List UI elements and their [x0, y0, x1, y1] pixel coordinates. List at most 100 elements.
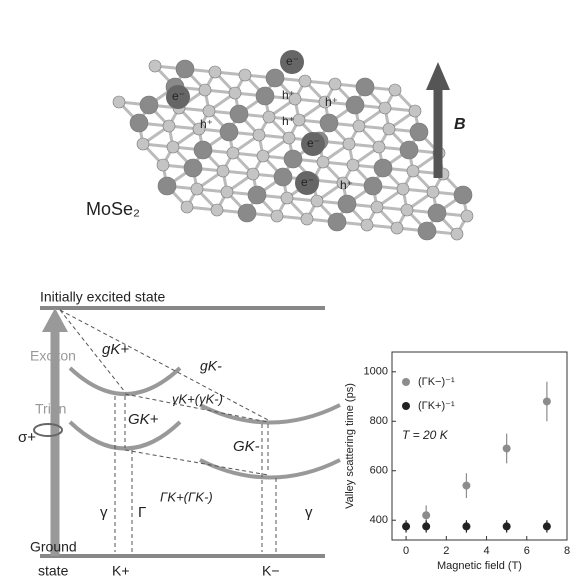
atom [360, 218, 374, 232]
atom [208, 65, 222, 79]
carrier-label: h⁺ [282, 88, 295, 102]
atom [183, 158, 203, 178]
y-axis-label: Valley scattering time (ps) [344, 383, 356, 509]
atom [352, 119, 366, 133]
atom [156, 158, 170, 172]
atom [175, 59, 195, 79]
data-point [422, 511, 431, 520]
atom [355, 77, 375, 97]
data-point [502, 522, 511, 531]
atom [288, 92, 302, 106]
atom [298, 74, 312, 88]
trion-kplus [68, 420, 182, 451]
atom [328, 77, 342, 91]
atom [336, 176, 350, 190]
atom [157, 176, 177, 196]
atom [202, 104, 216, 118]
atom [300, 212, 314, 226]
atom [327, 212, 347, 232]
carrier [166, 85, 190, 109]
atom [192, 122, 206, 136]
carrier-label: h⁺ [282, 114, 295, 128]
atom [255, 86, 275, 106]
atom [270, 209, 284, 223]
atom [363, 176, 383, 196]
rate-label: γ [305, 504, 313, 521]
x-tick-label: 4 [483, 545, 489, 557]
atom [399, 140, 419, 160]
legend-marker [402, 402, 410, 410]
atom [112, 95, 126, 109]
atom [382, 122, 396, 136]
atom [417, 221, 437, 241]
rate-label: Γ [138, 504, 146, 521]
atom [136, 137, 150, 151]
carrier-label: e⁻ [172, 89, 185, 103]
atom [316, 155, 330, 169]
carrier [280, 50, 304, 74]
carrier-label: e⁻ [301, 175, 314, 189]
arrowhead [42, 308, 68, 332]
carrier [301, 132, 325, 156]
carrier-label: e⁻ [307, 136, 320, 150]
lattice: e⁻ e⁻ e⁻ e⁻ h⁺ h⁺ h⁺ h⁺ h⁺ B [112, 50, 474, 241]
trion-label: Trion [35, 401, 66, 417]
atom [193, 140, 213, 160]
atom [337, 194, 357, 214]
atom [406, 164, 420, 178]
atom [342, 137, 356, 151]
data-point [542, 397, 551, 406]
atom [409, 122, 429, 142]
atom [190, 182, 204, 196]
atom [237, 203, 257, 223]
polarization-label: σ+ [18, 429, 36, 446]
atom [310, 194, 324, 208]
x-tick-label: 0 [403, 545, 409, 557]
atom [460, 209, 474, 223]
transitions [59, 309, 277, 552]
atom [319, 113, 339, 133]
atom [219, 122, 239, 142]
trion-kminus [199, 458, 341, 480]
atom [280, 191, 294, 205]
legend-marker [402, 378, 410, 386]
atom [238, 68, 252, 82]
data-point [402, 522, 411, 531]
polarization-loop [33, 423, 63, 437]
atom [166, 140, 180, 154]
atom [265, 68, 285, 88]
atom [427, 203, 447, 223]
atom [390, 221, 404, 235]
atom [262, 110, 276, 124]
atom [139, 95, 159, 115]
data-point [462, 481, 471, 490]
atom [453, 185, 473, 205]
rate-label: ΓK+(ΓK-) [160, 489, 213, 504]
chart: 0 2 4 6 8 400 600 800 1000 Magnetic field (T) Vall… [344, 366, 570, 572]
x-tick-label: 2 [443, 545, 449, 557]
atom [372, 140, 386, 154]
atom [450, 227, 464, 241]
atom [345, 95, 365, 115]
carrier [295, 171, 319, 195]
atom [148, 59, 162, 73]
y-tick-label: 1000 [364, 366, 388, 378]
atom [220, 185, 234, 199]
rate-label: γ [100, 504, 108, 521]
rate-label: GK- [233, 438, 260, 455]
carrier-label: h⁺ [325, 95, 338, 109]
atom [396, 182, 410, 196]
atom [282, 131, 296, 145]
atom [373, 158, 393, 178]
legend-label: (ΓK−)⁻¹ [418, 376, 455, 388]
rate-label: gK+ [102, 341, 129, 358]
atom [273, 167, 293, 187]
carrier-label: e⁻ [286, 54, 299, 68]
atom [318, 95, 332, 109]
data-point [462, 522, 471, 531]
atom [400, 203, 414, 217]
rate-label: GK+ [128, 411, 159, 428]
atom [216, 164, 230, 178]
atom [378, 101, 392, 115]
atom [388, 83, 402, 97]
